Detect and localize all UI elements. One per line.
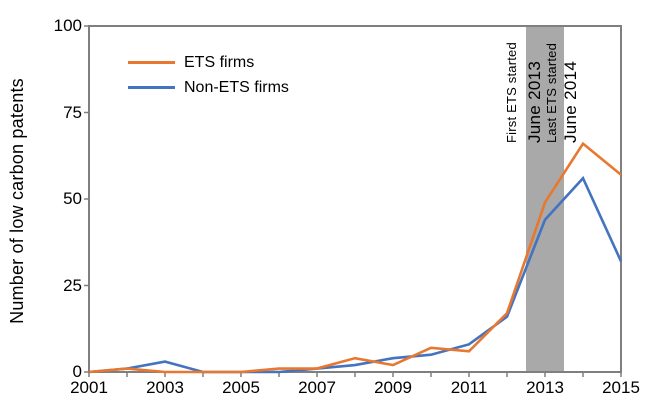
y-tick-label: 50 [63,189,82,208]
y-tick-label: 100 [53,16,82,35]
x-tick-label: 2003 [146,378,184,397]
y-axis-title: Number of low carbon patents [7,78,27,324]
series-line-ets-firms [88,141,622,374]
y-tick-label: 25 [63,275,82,295]
x-tick-label: 2011 [450,378,488,397]
x-tick-label: 2013 [526,378,564,397]
legend-line-swatch-ets [128,61,175,64]
x-tick-label: 2001 [70,378,108,397]
legend-label-ets: ETS firms [184,53,255,71]
x-tick-label: 2005 [222,378,260,397]
y-tick-label: 75 [63,102,82,122]
legend-item-ets-firms: ETS firms [128,54,289,71]
legend-item-non-ets-firms: Non-ETS firms [128,79,289,96]
annotation-june-2014: June 2014 [560,60,580,143]
series-line-non-ets-firms [88,175,623,374]
ets-period-band [526,26,564,372]
annotation-june-2013: June 2013 [524,60,544,143]
legend: ETS firms Non-ETS firms [128,54,289,104]
x-tick-label: 2015 [602,378,640,397]
legend-label-non-ets: Non-ETS firms [184,78,289,96]
y-tick-label: 0 [72,362,82,381]
annotation-last-ets-started: Last ETS started [544,42,560,143]
legend-line-swatch-non-ets [128,86,175,89]
x-tick-label: 2009 [374,378,412,397]
annotation-first-ets-started: First ETS started [504,42,520,143]
x-tick-label: 2007 [298,378,336,397]
